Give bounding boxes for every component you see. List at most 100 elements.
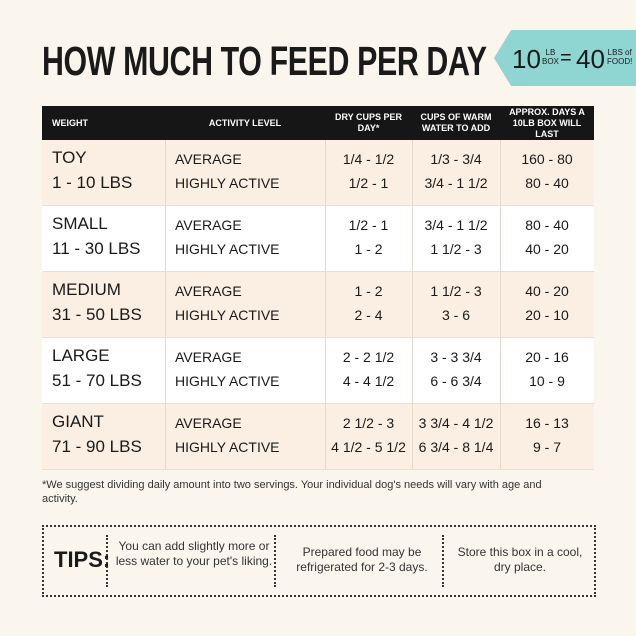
table-row: MEDIUM 31 - 50 LBS AVERAGE HIGHLY ACTIVE 1 -…: [42, 272, 594, 338]
column-header: WEIGHT: [52, 117, 88, 128]
size: GIANT: [52, 412, 104, 431]
column-divider: [412, 140, 413, 206]
badge-unit-bottom: BOX: [542, 57, 559, 66]
dry-value: 2 - 4: [354, 307, 383, 323]
water-value: 6 - 6 3/4: [430, 373, 482, 389]
badge-unit-top: LB: [545, 48, 556, 57]
activity-level: HIGHLY ACTIVE: [175, 439, 280, 455]
dry-value: 4 1/2 - 5 1/2: [331, 439, 406, 455]
tip-divider: [274, 535, 276, 587]
badge-number: 40: [576, 44, 605, 74]
column-divider: [500, 338, 501, 404]
tip-divider: [442, 535, 444, 587]
table-header: WEIGHT ACTIVITY LEVEL DRY CUPS PER DAY* CUP…: [42, 106, 594, 140]
activity-level: HIGHLY ACTIVE: [175, 175, 280, 191]
days-value: 40 - 20: [525, 283, 569, 299]
days-value: 10 - 9: [529, 373, 565, 389]
days-value: 40 - 20: [525, 241, 569, 257]
column-header: APPROX. DAYS A 10LB BOX WILL LAST: [509, 106, 585, 139]
days-value: 80 - 40: [525, 175, 569, 191]
activity-level: HIGHLY ACTIVE: [175, 373, 280, 389]
column-divider: [165, 272, 166, 338]
dry-value: 2 1/2 - 3: [342, 415, 395, 431]
table-row: GIANT 71 - 90 LBS AVERAGE HIGHLY ACTIVE 2 1/…: [42, 404, 594, 470]
column-divider: [325, 206, 326, 272]
activity-level: AVERAGE: [175, 349, 242, 365]
column-divider: [500, 206, 501, 272]
title: HOW MUCH TO FEED PER DAY: [42, 38, 487, 84]
days-value: 160 - 80: [521, 151, 573, 167]
dry-value: 1 - 2: [354, 241, 383, 257]
column-divider: [165, 206, 166, 272]
column-header: DRY CUPS PER DAY*: [334, 112, 403, 133]
days-value: 20 - 16: [525, 349, 569, 365]
table-row: LARGE 51 - 70 LBS AVERAGE HIGHLY ACTIVE 2 - …: [42, 338, 594, 404]
column-divider: [165, 140, 166, 206]
size: MEDIUM: [52, 280, 121, 299]
dry-value: 1 - 2: [354, 283, 383, 299]
water-value: 3 - 3 3/4: [430, 349, 482, 365]
column-divider: [500, 404, 501, 470]
column-divider: [500, 272, 501, 338]
weight-range: 51 - 70 LBS: [52, 371, 142, 390]
column-divider: [412, 404, 413, 470]
table-row: SMALL 11 - 30 LBS AVERAGE HIGHLY ACTIVE 1/2 …: [42, 206, 594, 272]
badge-unit: LBS of FOOD!: [607, 48, 632, 66]
water-value: 1/3 - 3/4: [430, 151, 482, 167]
activity-level: AVERAGE: [175, 283, 242, 299]
column-divider: [500, 140, 501, 206]
dry-value: 4 - 4 1/2: [342, 373, 395, 389]
column-divider: [165, 338, 166, 404]
badge-number: 10: [512, 44, 541, 74]
days-value: 20 - 10: [525, 307, 569, 323]
activity-level: HIGHLY ACTIVE: [175, 307, 280, 323]
water-value: 6 3/4 - 8 1/4: [418, 439, 494, 455]
badge-unit: LB BOX: [542, 48, 559, 66]
water-value: 3/4 - 1 1/2: [424, 175, 488, 191]
badge-unit-bottom: FOOD!: [607, 57, 633, 66]
footnote: *We suggest dividing daily amount into t…: [42, 479, 542, 505]
column-divider: [325, 140, 326, 206]
column-header: CUPS OF WARM WATER TO ADD: [420, 112, 492, 133]
column-divider: [165, 404, 166, 470]
weight-range: 31 - 50 LBS: [52, 305, 142, 324]
badge-equals: =: [560, 47, 572, 69]
tips-label: TIPS:: [54, 547, 111, 572]
weight-range: 1 - 10 LBS: [52, 173, 133, 192]
activity-level: AVERAGE: [175, 151, 242, 167]
column-divider: [325, 338, 326, 404]
days-value: 80 - 40: [525, 217, 569, 233]
water-value: 3/4 - 1 1/2: [424, 217, 488, 233]
water-value: 3 3/4 - 4 1/2: [418, 415, 494, 431]
size: LARGE: [52, 346, 110, 365]
water-value: 3 - 6: [441, 307, 470, 323]
dry-value: 2 - 2 1/2: [342, 349, 395, 365]
tip-text: Store this box in a cool, dry place.: [457, 545, 583, 574]
activity-level: AVERAGE: [175, 415, 242, 431]
dry-value: 1/2 - 1: [348, 175, 389, 191]
column-divider: [412, 272, 413, 338]
column-divider: [412, 338, 413, 404]
dry-value: 1/2 - 1: [348, 217, 389, 233]
table-row: TOY 1 - 10 LBS AVERAGE HIGHLY ACTIVE 1/4 - 1…: [42, 140, 594, 206]
badge: 10 LB BOX = 40 LBS of FOOD!: [494, 30, 636, 86]
weight-range: 71 - 90 LBS: [52, 437, 142, 456]
size: SMALL: [52, 214, 108, 233]
badge-unit-top: LBS of: [607, 48, 632, 57]
size: TOY: [52, 148, 87, 167]
tip-divider: [106, 535, 108, 587]
days-value: 16 - 13: [525, 415, 569, 431]
activity-level: HIGHLY ACTIVE: [175, 241, 280, 257]
tip-text: You can add slightly more or less water …: [115, 539, 273, 568]
weight-range: 11 - 30 LBS: [52, 239, 141, 258]
column-divider: [325, 404, 326, 470]
column-divider: [412, 206, 413, 272]
tips-box: TIPS: You can add slightly more or less …: [42, 525, 596, 597]
tip-text: Prepared food may be refrigerated for 2-…: [296, 545, 428, 574]
water-value: 1 1/2 - 3: [430, 241, 482, 257]
days-value: 9 - 7: [532, 439, 561, 455]
dry-value: 1/4 - 1/2: [342, 151, 395, 167]
water-value: 1 1/2 - 3: [430, 283, 482, 299]
column-header: ACTIVITY LEVEL: [208, 117, 282, 128]
